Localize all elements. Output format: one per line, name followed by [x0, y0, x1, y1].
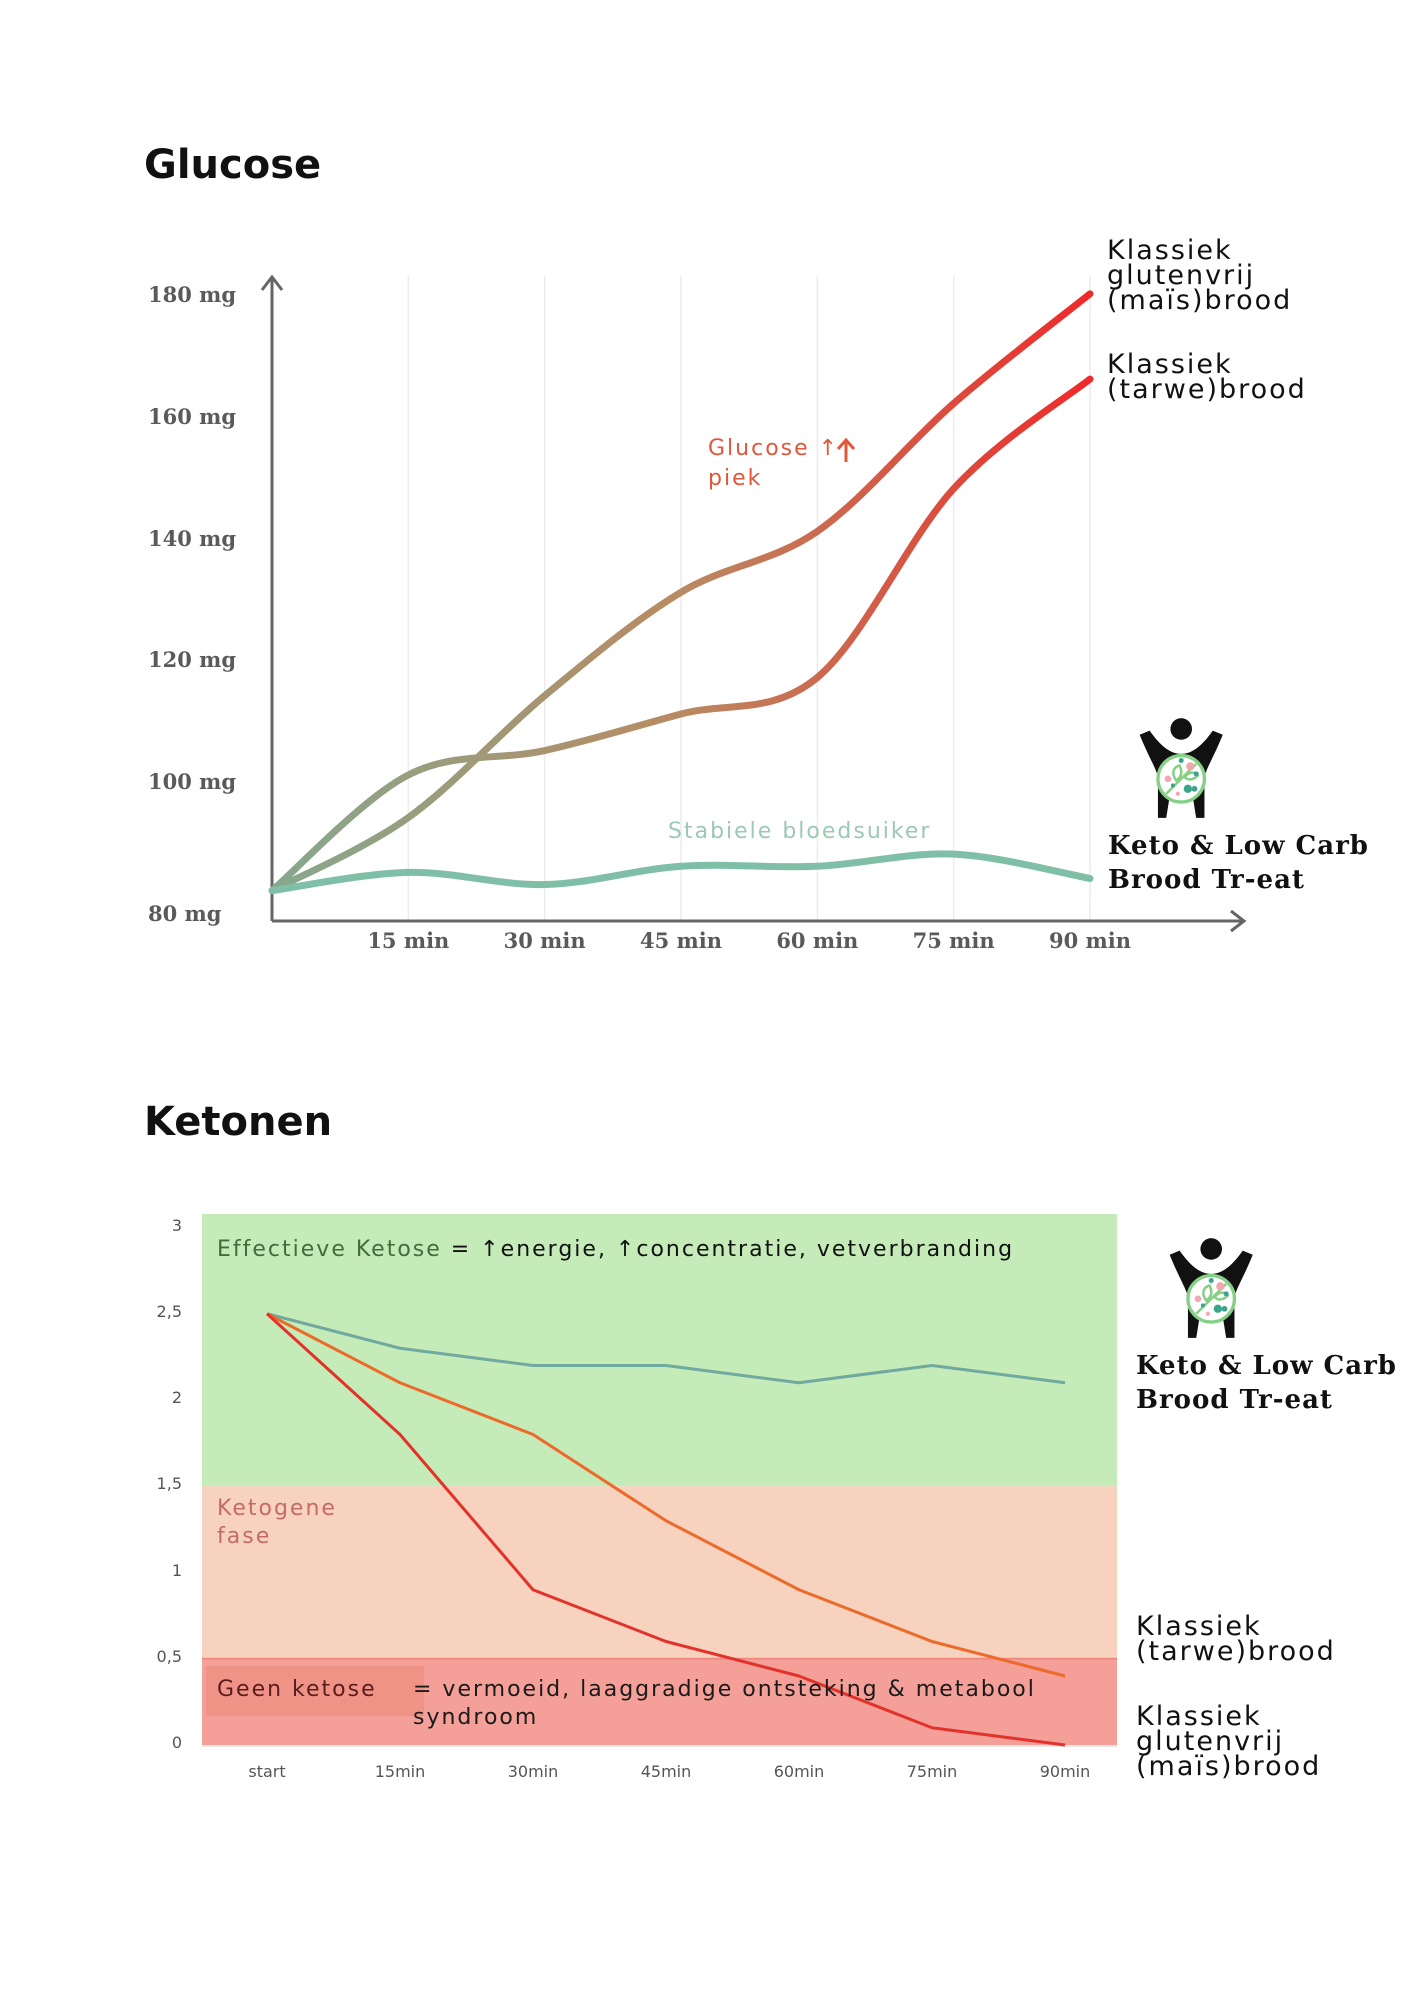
label-line: glutenvrij	[1107, 260, 1256, 291]
label-line: Klassiek	[1107, 349, 1233, 380]
logo-figure-icon	[1169, 1238, 1253, 1338]
x-axis-arrow	[1230, 909, 1247, 933]
zone-line: fase	[217, 1524, 272, 1549]
glucose-peak-annotation: Glucose ↑ piek	[708, 434, 839, 494]
y-tick-label: 140 mg	[148, 525, 237, 551]
label-line: glutenvrij	[1136, 1726, 1285, 1757]
peak-line-1: Glucose ↑	[708, 436, 840, 461]
y-tick-label: 100 mg	[148, 769, 237, 795]
series-line-2	[265, 1312, 1066, 1747]
label-line: Klassiek	[1136, 1701, 1262, 1732]
series-line-0	[268, 290, 1094, 895]
x-tick-label: 90min	[1039, 1762, 1091, 1781]
glucose-title: Glucose	[144, 142, 322, 188]
series-line-1	[268, 375, 1094, 895]
x-tick-label: 30 min	[503, 928, 586, 953]
label-tarwe: Klassiek (tarwe)brood	[1107, 349, 1307, 405]
treat-logo-icon	[1138, 712, 1246, 828]
peak-line-2: piek	[708, 466, 763, 491]
x-tick-label: 15min	[374, 1762, 426, 1781]
label-line: Keto & Low Carb	[1108, 831, 1369, 861]
k-label-keto: Keto & Low Carb Brood Tr-eat	[1136, 1349, 1397, 1417]
zone-effectief: Effectieve Ketose = ↑energie, ↑concentra…	[217, 1236, 1014, 1264]
label-line: Klassiek	[1136, 1611, 1262, 1642]
x-tick-label: 60 min	[776, 928, 859, 953]
x-tick-label: 45 min	[639, 928, 722, 953]
y-tick-label: 180 mg	[148, 282, 237, 307]
zone-line: Ketogene	[217, 1496, 337, 1521]
x-tick-label: 75 min	[912, 928, 995, 953]
geen-ketose-box	[206, 1666, 424, 1716]
x-tick-label: start	[248, 1762, 286, 1781]
x-tick-label: 75min	[906, 1762, 958, 1781]
band-1	[202, 1486, 1117, 1659]
k-label-tarwe: Klassiek (tarwe)brood	[1136, 1611, 1336, 1667]
label-line: (maïs)brood	[1136, 1751, 1322, 1782]
label-glutenvrij: Klassiek glutenvrij (maïs)brood	[1107, 235, 1293, 316]
k-label-glutenvrij: Klassiek glutenvrij (maïs)brood	[1136, 1701, 1322, 1782]
y-axis-arrow	[260, 274, 284, 291]
zone-ketogeen: Ketogene fase	[217, 1495, 337, 1551]
y-tick-label: 80 mg	[148, 901, 222, 926]
band-0	[202, 1214, 1117, 1487]
series-line-2	[268, 850, 1094, 895]
x-tick-label: 60min	[773, 1762, 825, 1781]
label-line: Brood Tr-eat	[1136, 1385, 1333, 1415]
zone-effectief-name: Effectieve Ketose	[217, 1237, 442, 1262]
series-line-0	[266, 1312, 1066, 1385]
label-line: (maïs)brood	[1107, 285, 1293, 316]
zone-line: = vermoeid, laaggradige ontsteking & met…	[413, 1677, 1036, 1702]
label-line: Keto & Low Carb	[1136, 1351, 1397, 1381]
x-tick-label: 30min	[507, 1762, 559, 1781]
label-line: Brood Tr-eat	[1108, 865, 1305, 895]
x-tick-label: 15 min	[367, 928, 450, 953]
x-tick-label: 45min	[640, 1762, 692, 1781]
y-tick-label: 2,5	[156, 1301, 182, 1321]
label-keto: Keto & Low Carb Brood Tr-eat	[1108, 829, 1369, 897]
ketonen-title: Ketonen	[144, 1099, 333, 1145]
treat-logo-icon	[1168, 1232, 1276, 1348]
stable-annotation: Stabiele bloedsuiker	[668, 819, 932, 844]
y-tick-label: 3	[171, 1215, 182, 1235]
x-tick-label: 90 min	[1048, 928, 1131, 953]
series-line-1	[266, 1312, 1066, 1678]
y-tick-label: 160 mg	[148, 403, 237, 429]
y-tick-label: 0	[171, 1733, 182, 1752]
zone-geen: Geen ketose	[217, 1677, 377, 1702]
y-tick-label: 2	[171, 1388, 182, 1407]
zone-effectief-desc: = ↑energie, ↑concentratie, vetverbrandin…	[450, 1237, 1015, 1262]
zone-line: syndroom	[413, 1705, 539, 1730]
zone-geen-desc: = vermoeid, laaggradige ontsteking & met…	[413, 1676, 1036, 1732]
y-tick-label: 0,5	[156, 1646, 182, 1666]
label-line: (tarwe)brood	[1107, 374, 1307, 405]
label-line: (tarwe)brood	[1136, 1636, 1336, 1667]
arrow-up-icon	[836, 437, 856, 462]
y-tick-label: 120 mg	[148, 647, 237, 673]
label-line: Klassiek	[1107, 235, 1233, 266]
logo-figure-icon	[1139, 718, 1223, 818]
y-tick-label: 1	[171, 1560, 182, 1580]
y-tick-label: 1,5	[156, 1474, 182, 1494]
